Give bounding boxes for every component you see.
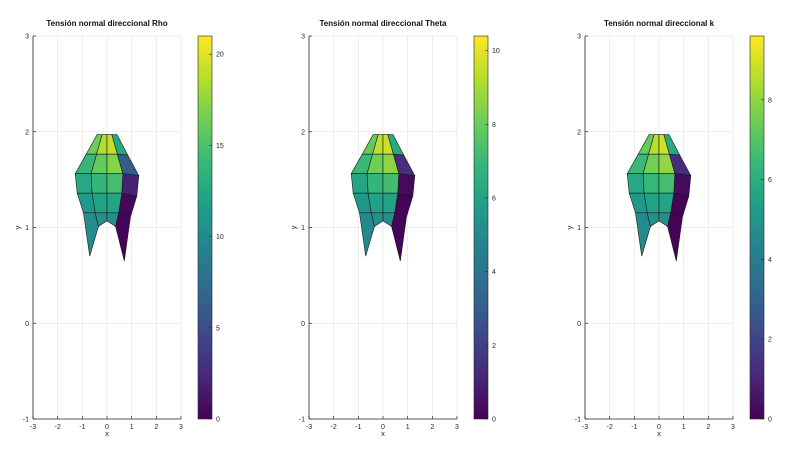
surface-patch [106, 173, 124, 194]
x-tick-label: 2 [706, 424, 710, 431]
y-axis-label: y [13, 225, 22, 229]
colorbar-tick-label: 2 [492, 343, 496, 350]
y-tick-label: 1 [301, 225, 305, 232]
colorbar-tick-label: 4 [492, 269, 496, 276]
surface-patch [642, 173, 660, 194]
colorbar-tick-label: 5 [216, 325, 220, 332]
y-tick-label: 3 [301, 34, 305, 41]
surface-patch [391, 212, 407, 262]
colorbar [197, 35, 213, 420]
x-tick-label: -3 [306, 424, 312, 431]
y-tick-label: 1 [25, 225, 29, 232]
x-tick-label: 0 [381, 424, 385, 431]
x-tick-label: 0 [105, 424, 109, 431]
x-tick-label: -1 [79, 424, 85, 431]
x-tick-label: -2 [331, 424, 337, 431]
x-tick-label: 3 [455, 424, 459, 431]
surface-patch [366, 173, 384, 194]
x-tick-label: 2 [154, 424, 158, 431]
chart-panel-1: -3 -2 -1 0 1 2 3 -1 0 1 2 3 Tensión normal direccion… [13, 19, 224, 438]
y-tick-label: -1 [23, 417, 29, 424]
x-tick-label: 0 [657, 424, 661, 431]
colorbar-tick-label: 2 [768, 337, 772, 344]
x-axis-label: x [657, 429, 661, 438]
colorbar-tick-label: 0 [216, 417, 220, 424]
colorbar-tick-label: 0 [768, 417, 772, 424]
surface-patch [115, 212, 131, 262]
y-tick-label: -1 [299, 417, 305, 424]
y-axis-label: y [565, 225, 574, 229]
colorbar-tick-label: 4 [768, 257, 772, 264]
x-tick-label: 3 [179, 424, 183, 431]
colorbar-tick-label: 6 [492, 196, 496, 203]
x-tick-label: 3 [731, 424, 735, 431]
x-tick-label: -1 [355, 424, 361, 431]
surface-patch [667, 212, 683, 262]
y-tick-label: 3 [577, 34, 581, 41]
colorbar-tick-label: 20 [216, 52, 224, 59]
x-axis-label: x [381, 429, 385, 438]
colorbar-tick-label: 8 [768, 97, 772, 104]
x-tick-label: -1 [631, 424, 637, 431]
colorbar-tick-label: 8 [492, 122, 496, 129]
y-tick-label: 3 [25, 34, 29, 41]
colorbar [749, 35, 765, 420]
colorbar-tick-label: 6 [768, 177, 772, 184]
surface-patch [658, 173, 676, 194]
y-tick-label: 0 [25, 321, 29, 328]
y-tick-label: 2 [25, 129, 29, 136]
chart-panel-3: -3 -2 -1 0 1 2 3 -1 0 1 2 3 Tensión normal direccion… [565, 19, 772, 438]
chart-panel-2: -3 -2 -1 0 1 2 3 -1 0 1 2 3 Tensión normal direccion… [289, 19, 500, 438]
x-tick-label: 1 [682, 424, 686, 431]
surface-patch [350, 173, 369, 194]
y-axis-label: y [289, 225, 298, 229]
y-tick-label: 1 [577, 225, 581, 232]
surface-patch [673, 173, 692, 197]
y-tick-label: 0 [301, 321, 305, 328]
x-tick-label: 1 [406, 424, 410, 431]
surface-patch [74, 173, 93, 194]
y-tick-label: -1 [575, 417, 581, 424]
x-tick-label: 1 [130, 424, 134, 431]
x-tick-label: 2 [430, 424, 434, 431]
x-tick-label: -2 [55, 424, 61, 431]
surface-patch [382, 173, 400, 194]
y-tick-label: 2 [577, 129, 581, 136]
x-tick-label: -2 [607, 424, 613, 431]
surface-patch [397, 173, 416, 197]
colorbar [473, 35, 489, 420]
chart-title: Tensión normal direccional Theta [320, 19, 448, 28]
x-tick-label: -3 [30, 424, 36, 431]
chart-title: Tensión normal direccional k [604, 19, 715, 28]
x-tick-label: -3 [582, 424, 588, 431]
colorbar-tick-label: 10 [492, 48, 500, 55]
surface-patch [626, 173, 645, 194]
chart-title: Tensión normal direccional Rho [46, 19, 167, 28]
colorbar-tick-label: 0 [492, 417, 496, 424]
y-tick-label: 2 [301, 129, 305, 136]
y-tick-label: 0 [577, 321, 581, 328]
x-axis-label: x [105, 429, 109, 438]
colorbar-tick-label: 15 [216, 143, 224, 150]
colorbar-tick-label: 10 [216, 234, 224, 241]
surface-patch [121, 173, 140, 197]
surface-patch [90, 173, 108, 194]
